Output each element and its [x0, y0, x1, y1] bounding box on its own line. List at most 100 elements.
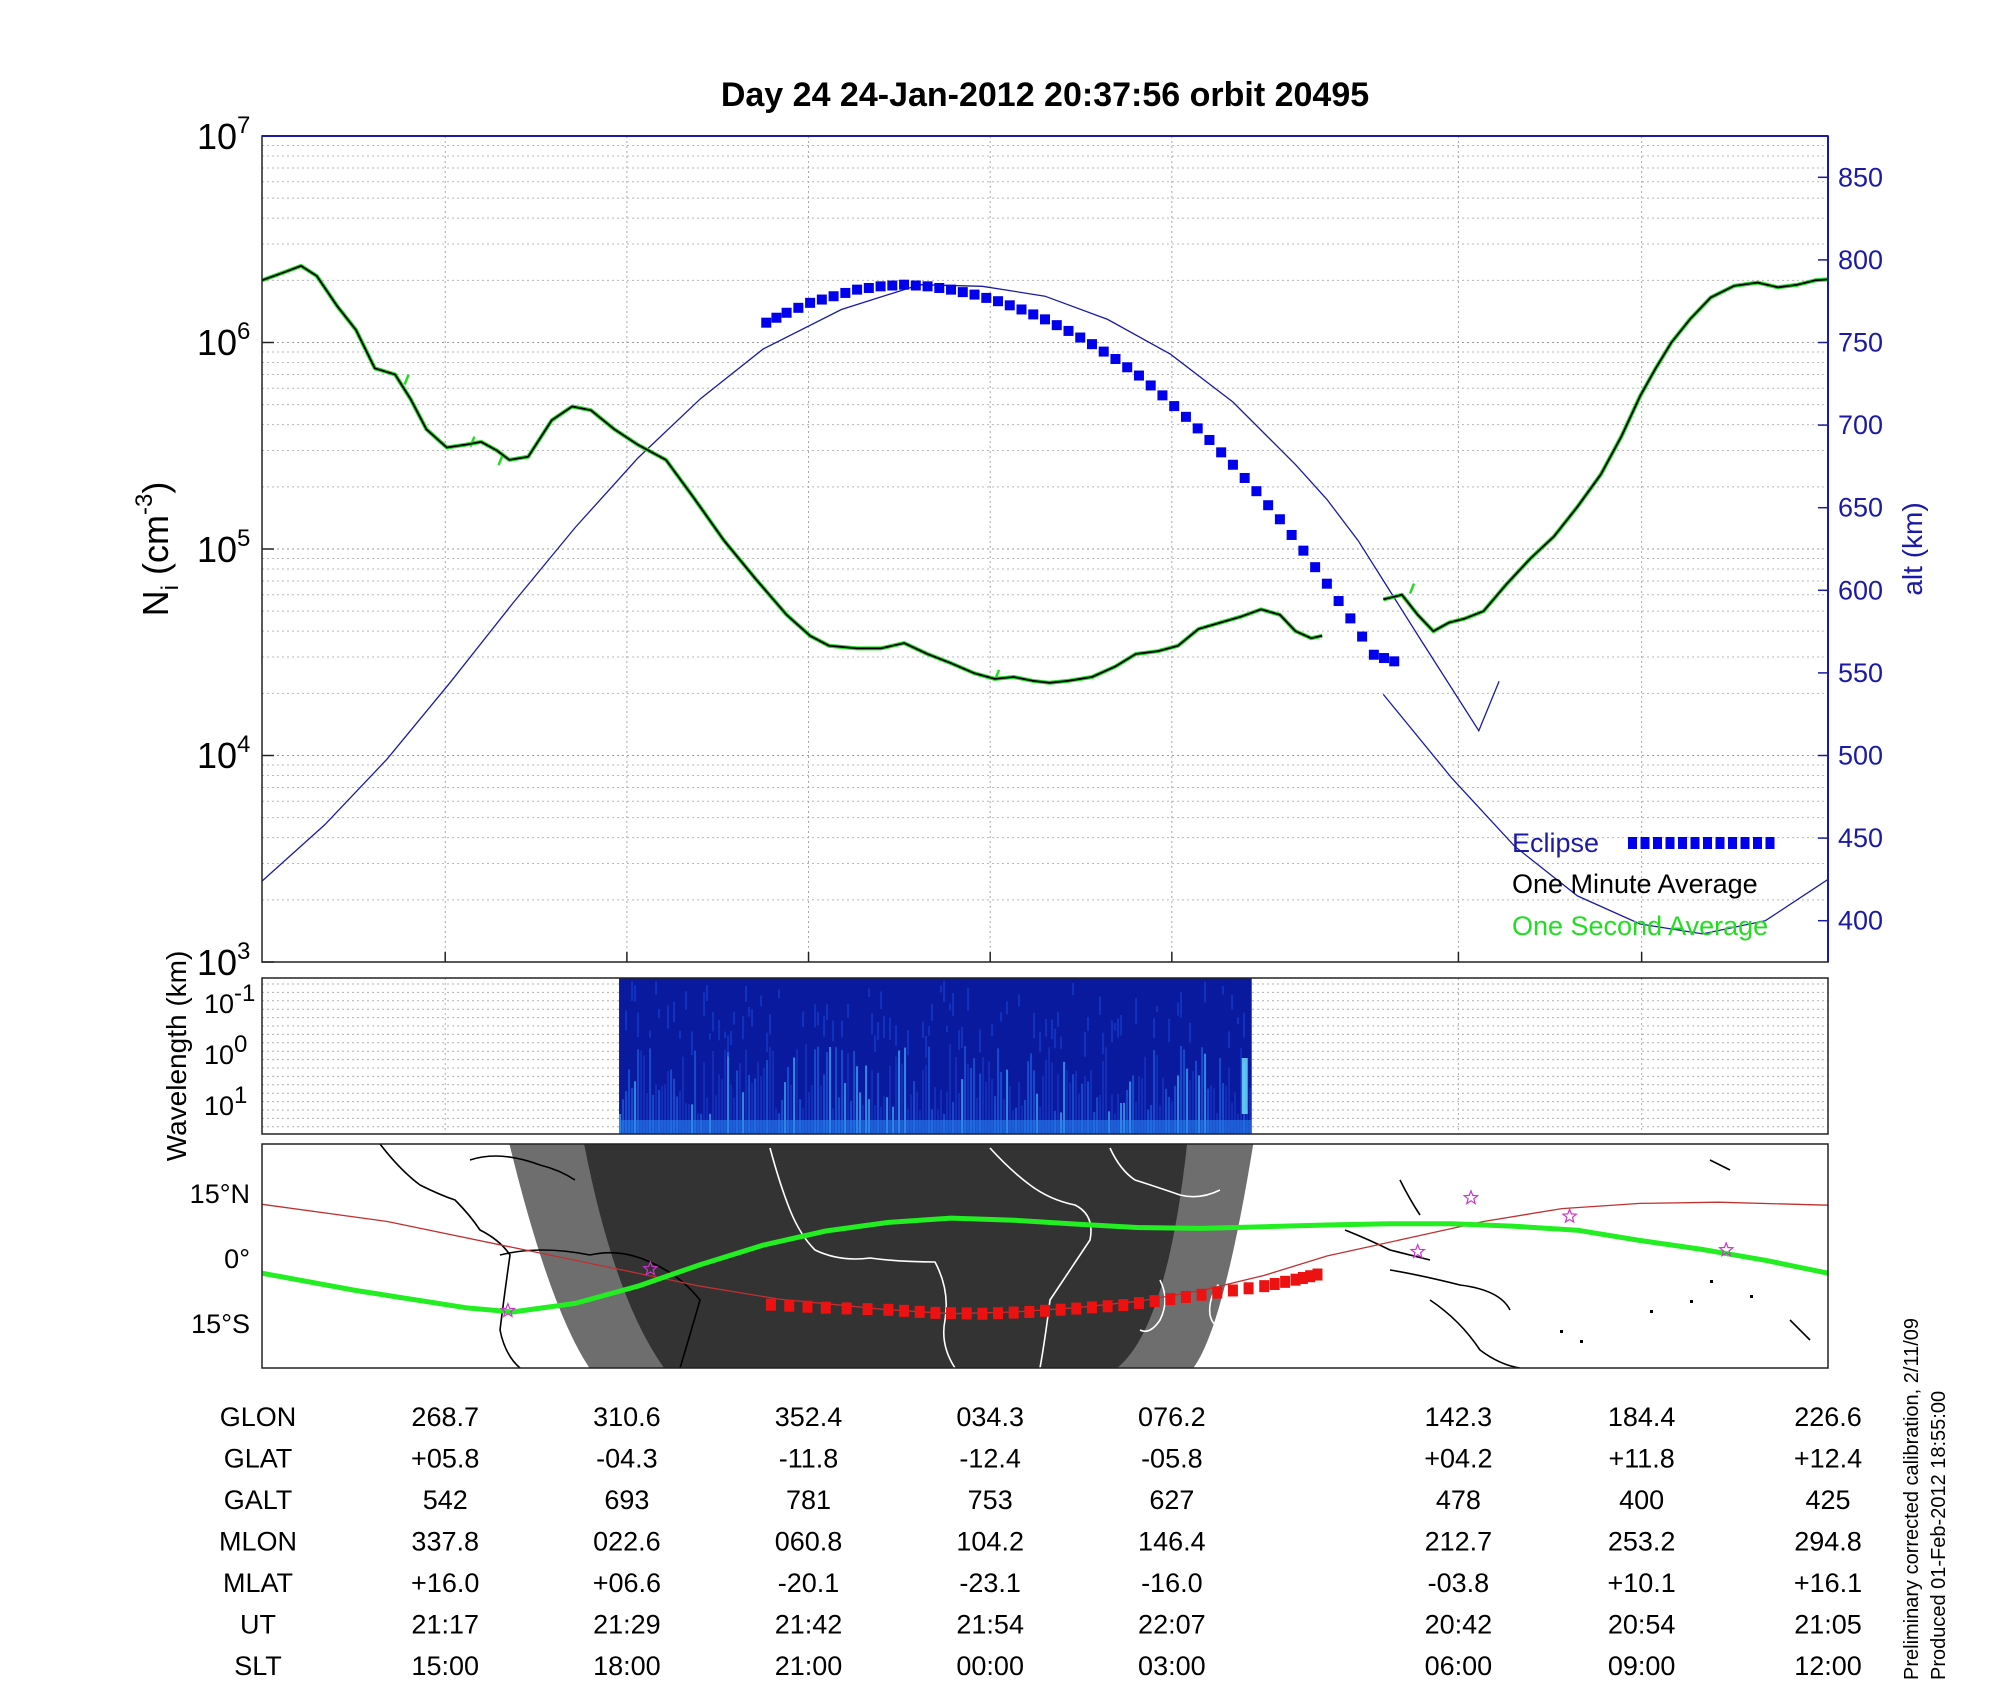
spectrogram-column	[1018, 1081, 1021, 1134]
spectrogram-column	[646, 1093, 649, 1134]
spectrogram-speck	[691, 1031, 694, 1056]
spectrogram-column	[1180, 1045, 1183, 1134]
spectrogram-speck	[685, 991, 688, 1010]
eclipse-marker	[1379, 653, 1390, 664]
spectrogram-speck	[655, 981, 658, 995]
spectrogram-column	[874, 1105, 877, 1134]
spectrogram-column	[1090, 1070, 1093, 1134]
spectrogram-y-tick-2: 101	[204, 1082, 247, 1121]
eclipse-marker	[934, 282, 945, 293]
spectrogram-column	[925, 1064, 928, 1134]
density-y-tick-labels: 107 106 105 104 103	[197, 112, 250, 983]
spectrogram-speck	[1039, 1031, 1042, 1053]
table-cell: 337.8	[411, 1527, 479, 1557]
spectrogram-column	[1228, 1067, 1231, 1134]
spectrogram-column	[829, 1046, 832, 1134]
legend-eclipse-marker	[1765, 837, 1775, 849]
legend-one-minute-label: One Minute Average	[1512, 869, 1758, 899]
spectrogram-column	[961, 1079, 964, 1134]
spectrogram-column	[790, 1084, 793, 1134]
coastline	[1789, 1319, 1811, 1341]
track-eclipse-marker	[993, 1307, 1004, 1320]
spectrogram-column	[964, 1046, 967, 1134]
coastline	[1109, 1147, 1221, 1198]
spectrogram-column	[1042, 1075, 1045, 1134]
spectrogram-speck	[1189, 1022, 1192, 1043]
spectrogram-column	[1171, 1101, 1174, 1134]
spectrogram-speck	[1087, 1016, 1090, 1032]
altitude-tick-600: 600	[1838, 575, 1883, 605]
eclipse-marker	[1357, 631, 1368, 642]
table-cell: +10.1	[1607, 1568, 1675, 1598]
eclipse-marker	[781, 307, 792, 318]
spectrogram-y-tick-1: 100	[204, 1031, 247, 1070]
spectrogram-column	[622, 1099, 625, 1134]
map-y-tick-0: 0°	[224, 1244, 250, 1274]
spectrogram-speck	[1072, 983, 1075, 996]
spectrogram-speck	[1228, 1031, 1231, 1049]
spectrogram-column	[1030, 1053, 1033, 1134]
legend-eclipse-marker	[1628, 837, 1637, 849]
spectrogram-column	[856, 1066, 859, 1134]
table-cell: 21:00	[775, 1651, 843, 1681]
spectrogram-speck	[1054, 1028, 1057, 1049]
spectrogram-speck	[718, 1020, 721, 1041]
spectrogram-column	[1186, 1068, 1189, 1134]
table-cell: 022.6	[593, 1527, 661, 1557]
spectrogram-column	[1210, 1085, 1213, 1134]
spectrogram-speck	[817, 1012, 820, 1026]
altitude-tick-750: 750	[1838, 328, 1883, 358]
track-eclipse-marker	[1196, 1288, 1207, 1301]
table-cell: +16.0	[411, 1568, 479, 1598]
spectrogram-column	[808, 1091, 811, 1134]
track-eclipse-marker	[820, 1301, 831, 1314]
track-position-star	[499, 1302, 517, 1318]
track-position-star	[1561, 1207, 1578, 1224]
eclipse-marker	[946, 284, 957, 295]
spectrogram-speck	[730, 1030, 733, 1045]
table-cell: 21:05	[1794, 1610, 1862, 1640]
eclipse-marker	[981, 292, 992, 303]
spectrogram-column	[739, 1063, 742, 1134]
island	[1690, 1300, 1693, 1303]
table-cell: -03.8	[1428, 1568, 1490, 1598]
spectrogram-column	[643, 1055, 646, 1134]
spectrogram-column	[913, 1081, 916, 1134]
table-cell: 21:54	[956, 1610, 1024, 1640]
track-eclipse-marker	[765, 1298, 776, 1311]
table-cell: 12:00	[1794, 1651, 1862, 1681]
table-cell: 212.7	[1425, 1527, 1493, 1557]
track-eclipse-marker	[802, 1300, 813, 1313]
spectrogram-column	[766, 1059, 769, 1134]
spectrogram-speck	[979, 1029, 982, 1053]
spectrogram-column	[940, 1089, 943, 1134]
spectrogram-column	[991, 1079, 994, 1134]
spectrogram-heatmap	[619, 978, 1252, 1134]
row-label-mlat: MLAT	[223, 1568, 293, 1598]
spectrogram-column	[1003, 1099, 1006, 1134]
spectrogram-low-band	[619, 1120, 1252, 1134]
spectrogram-column	[754, 1078, 757, 1134]
altitude-tick-800: 800	[1838, 245, 1883, 275]
coastline	[1208, 1284, 1223, 1325]
track-eclipse-marker	[930, 1306, 941, 1319]
spectrogram-speck	[943, 980, 946, 1003]
table-cell: 142.3	[1425, 1402, 1493, 1432]
track-position-star	[642, 1260, 659, 1276]
eclipse-marker	[761, 317, 772, 328]
eclipse-marker	[993, 296, 1004, 307]
table-cell: 184.4	[1608, 1402, 1676, 1432]
altitude-y-axis-label: alt (km)	[1897, 502, 1928, 595]
spectrogram-column	[727, 1052, 730, 1134]
track-position-star	[1718, 1241, 1735, 1257]
eclipse-marker	[771, 312, 782, 323]
coastline	[379, 1144, 521, 1368]
eclipse-marker	[805, 297, 816, 308]
eclipse-marker	[1110, 354, 1121, 365]
coastline	[1344, 1229, 1431, 1261]
eclipse-marker	[1004, 300, 1015, 311]
spectrogram-column	[1117, 1093, 1120, 1134]
eclipse-marker	[1122, 362, 1133, 373]
spectrogram-speck	[931, 1003, 934, 1021]
spectrogram-column	[658, 1089, 661, 1134]
